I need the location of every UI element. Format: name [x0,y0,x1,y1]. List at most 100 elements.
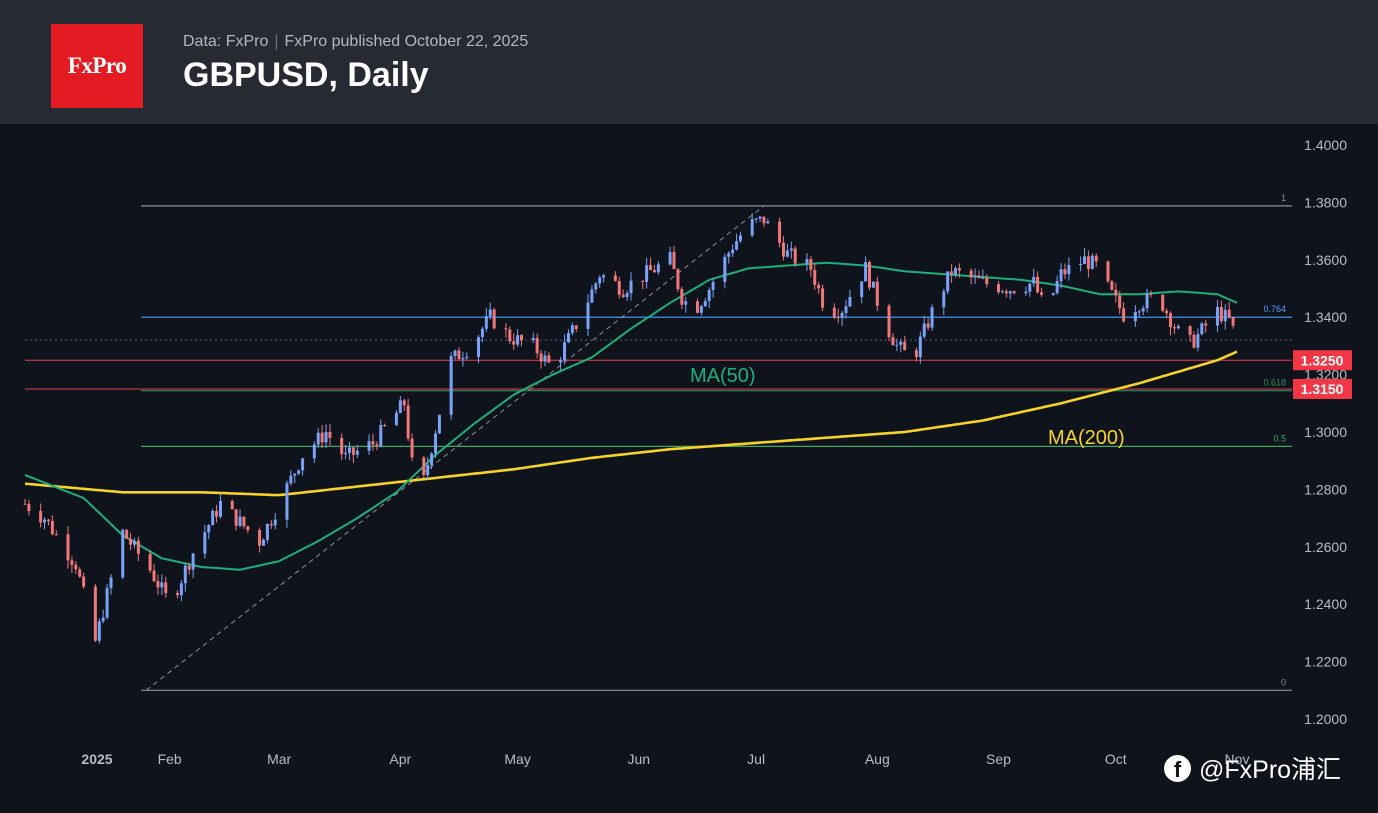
candle-body [1118,295,1122,309]
candle-body [324,432,328,443]
candle-body [480,328,484,338]
candle-body [1106,261,1110,282]
candle-body [1090,255,1094,269]
x-tick-label: May [504,751,530,767]
candle-body [187,565,191,570]
candle-body [1176,326,1180,329]
candle-body [508,329,512,342]
candle-body [997,284,1001,293]
candle-body [1172,327,1176,329]
candle-body [265,524,269,540]
candle-body [234,509,238,526]
candle-body [101,617,105,622]
candle-body [23,503,27,505]
candle-body [887,305,891,338]
candle-body [727,253,731,257]
candle-body [1215,306,1219,326]
chart-area[interactable]: 1 0.764 0.618 0.5 0 1.4000 1.3800 1.3600 1.3400 1… [0,124,1378,813]
candle-body [46,519,50,522]
candle-body [293,473,297,476]
candle-body [1165,310,1169,314]
x-tick-label: Mar [267,751,291,767]
candle-body [1204,323,1208,326]
candle-body [1040,292,1044,295]
candle-body [437,414,441,434]
x-tick-label: Oct [1105,751,1127,767]
fib-level-label: 0.764 [1263,304,1286,314]
candle-body [379,424,383,447]
candle-body [1036,276,1040,293]
candle-body [1051,293,1055,295]
data-source: Data: FxPro [183,33,269,50]
candle-body [218,500,222,517]
source-line: Data: FxPro | FxPro published October 22, … [183,33,528,51]
candle-body [793,248,797,264]
candle-body [152,570,156,582]
candle-body [981,277,985,279]
candle-body [899,341,903,345]
candle-body [766,221,770,224]
candle-body [731,249,735,254]
candle-body [66,534,70,561]
candle-body [539,353,543,362]
y-tick-label: 1.2600 [1304,539,1347,555]
candle-body [954,268,958,275]
candle-body [1145,293,1149,309]
ma50-line [24,261,1238,571]
candle-body [27,503,31,512]
fib-level-label: 0.618 [1263,378,1286,388]
x-tick-label: Apr [389,751,411,767]
candle-body [1192,334,1196,348]
candle-body [207,525,211,533]
price-tag-label: 1.3150 [1301,381,1344,397]
candle-body [922,323,926,337]
y-tick-label: 1.4000 [1304,137,1347,153]
candle-body [39,511,43,523]
candle-body [367,441,371,451]
candle-body [238,516,242,526]
y-tick-label: 1.2800 [1304,481,1347,497]
candle-body [1188,326,1192,335]
candle-body [50,521,54,535]
candle-body [762,216,766,224]
candle-body [566,333,570,343]
candle-body [351,447,355,455]
candle-body [703,300,707,307]
candle-body [1141,308,1145,312]
chart-title: GBPUSD, Daily [183,56,429,94]
candle-body [457,350,461,360]
candle-body [246,526,250,531]
candle-body [426,464,430,476]
candle-body [535,337,539,354]
candle-body [1149,293,1153,295]
candle-body [105,588,109,618]
x-tick-label: Jun [628,751,651,767]
candle-body [1231,317,1235,326]
candle-body [1169,313,1173,328]
candle-body [175,593,179,596]
candle-body [1079,263,1083,266]
candle-body [946,271,950,292]
candle-body [1055,281,1059,294]
fib-level-label: 1 [1281,193,1286,203]
candle-body [860,281,864,297]
y-tick-label: 1.3800 [1304,194,1347,210]
candle-body [312,444,316,459]
candle-body [54,534,58,536]
candle-body [477,337,481,357]
candle-body [461,358,465,360]
candle-body [613,275,617,281]
candlestick-chart[interactable]: 1 0.764 0.618 0.5 0 1.4000 1.3800 1.3600 1.3400 1… [0,124,1378,813]
candle-body [871,281,875,288]
candle-body [668,252,672,265]
candle-body [563,342,567,361]
candle-body [875,281,879,306]
y-tick-label: 1.3200 [1304,367,1347,383]
candle-body [70,560,74,565]
candle-body [297,470,301,474]
candle-body [844,306,848,313]
candle-body [969,270,973,278]
candle-body [695,301,699,313]
candle-body [434,433,438,454]
candle-body [484,316,488,329]
